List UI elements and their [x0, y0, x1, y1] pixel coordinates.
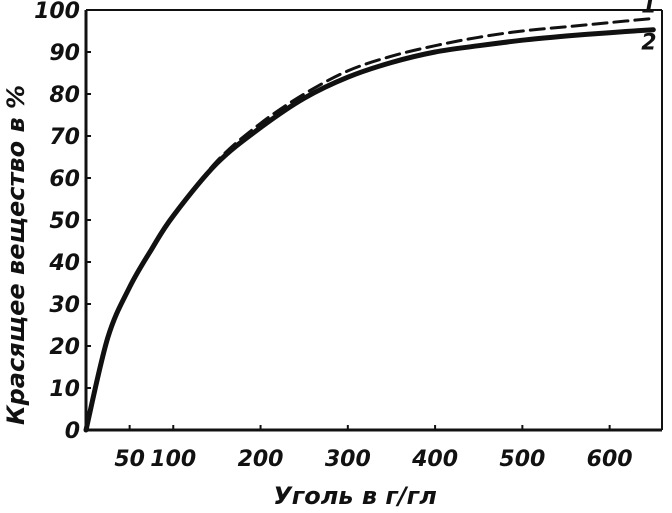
y-tick-label: 90	[49, 41, 80, 66]
x-tick-label: 600	[587, 447, 633, 472]
y-tick-label: 30	[49, 293, 80, 318]
x-tick-label: 50	[114, 447, 145, 472]
series-line-2	[83, 27, 656, 433]
x-axis-title: Уголь в г/гл	[273, 482, 437, 510]
x-tick-label: 400	[411, 447, 458, 472]
y-axis-title: Красящее вещество в %	[2, 85, 30, 425]
y-tick-label: 10	[49, 377, 80, 402]
series-line-1	[84, 16, 655, 432]
y-tick-label: 80	[49, 83, 80, 108]
x-tick-group: 50 100 200 300 400 500 600	[114, 425, 633, 472]
series-label-1: 1	[641, 0, 656, 18]
y-tick-label: 40	[48, 251, 80, 276]
y-tick-label: 60	[49, 167, 80, 192]
y-tick-group: 0 10 20 30 40 50 60 70 80 90 100	[34, 0, 91, 444]
series-group	[83, 16, 656, 433]
y-tick-label: 50	[49, 209, 80, 234]
x-tick-label: 300	[325, 447, 371, 472]
series-label-2: 2	[641, 31, 656, 56]
y-tick-label: 100	[34, 0, 80, 24]
x-tick-label: 500	[499, 447, 545, 472]
y-tick-label: 20	[49, 335, 80, 360]
y-tick-label: 0	[65, 419, 80, 444]
y-tick-label: 70	[49, 125, 80, 150]
x-tick-label: 100	[150, 447, 196, 472]
x-tick-label: 200	[238, 447, 284, 472]
series-label-group: 12	[641, 0, 656, 56]
